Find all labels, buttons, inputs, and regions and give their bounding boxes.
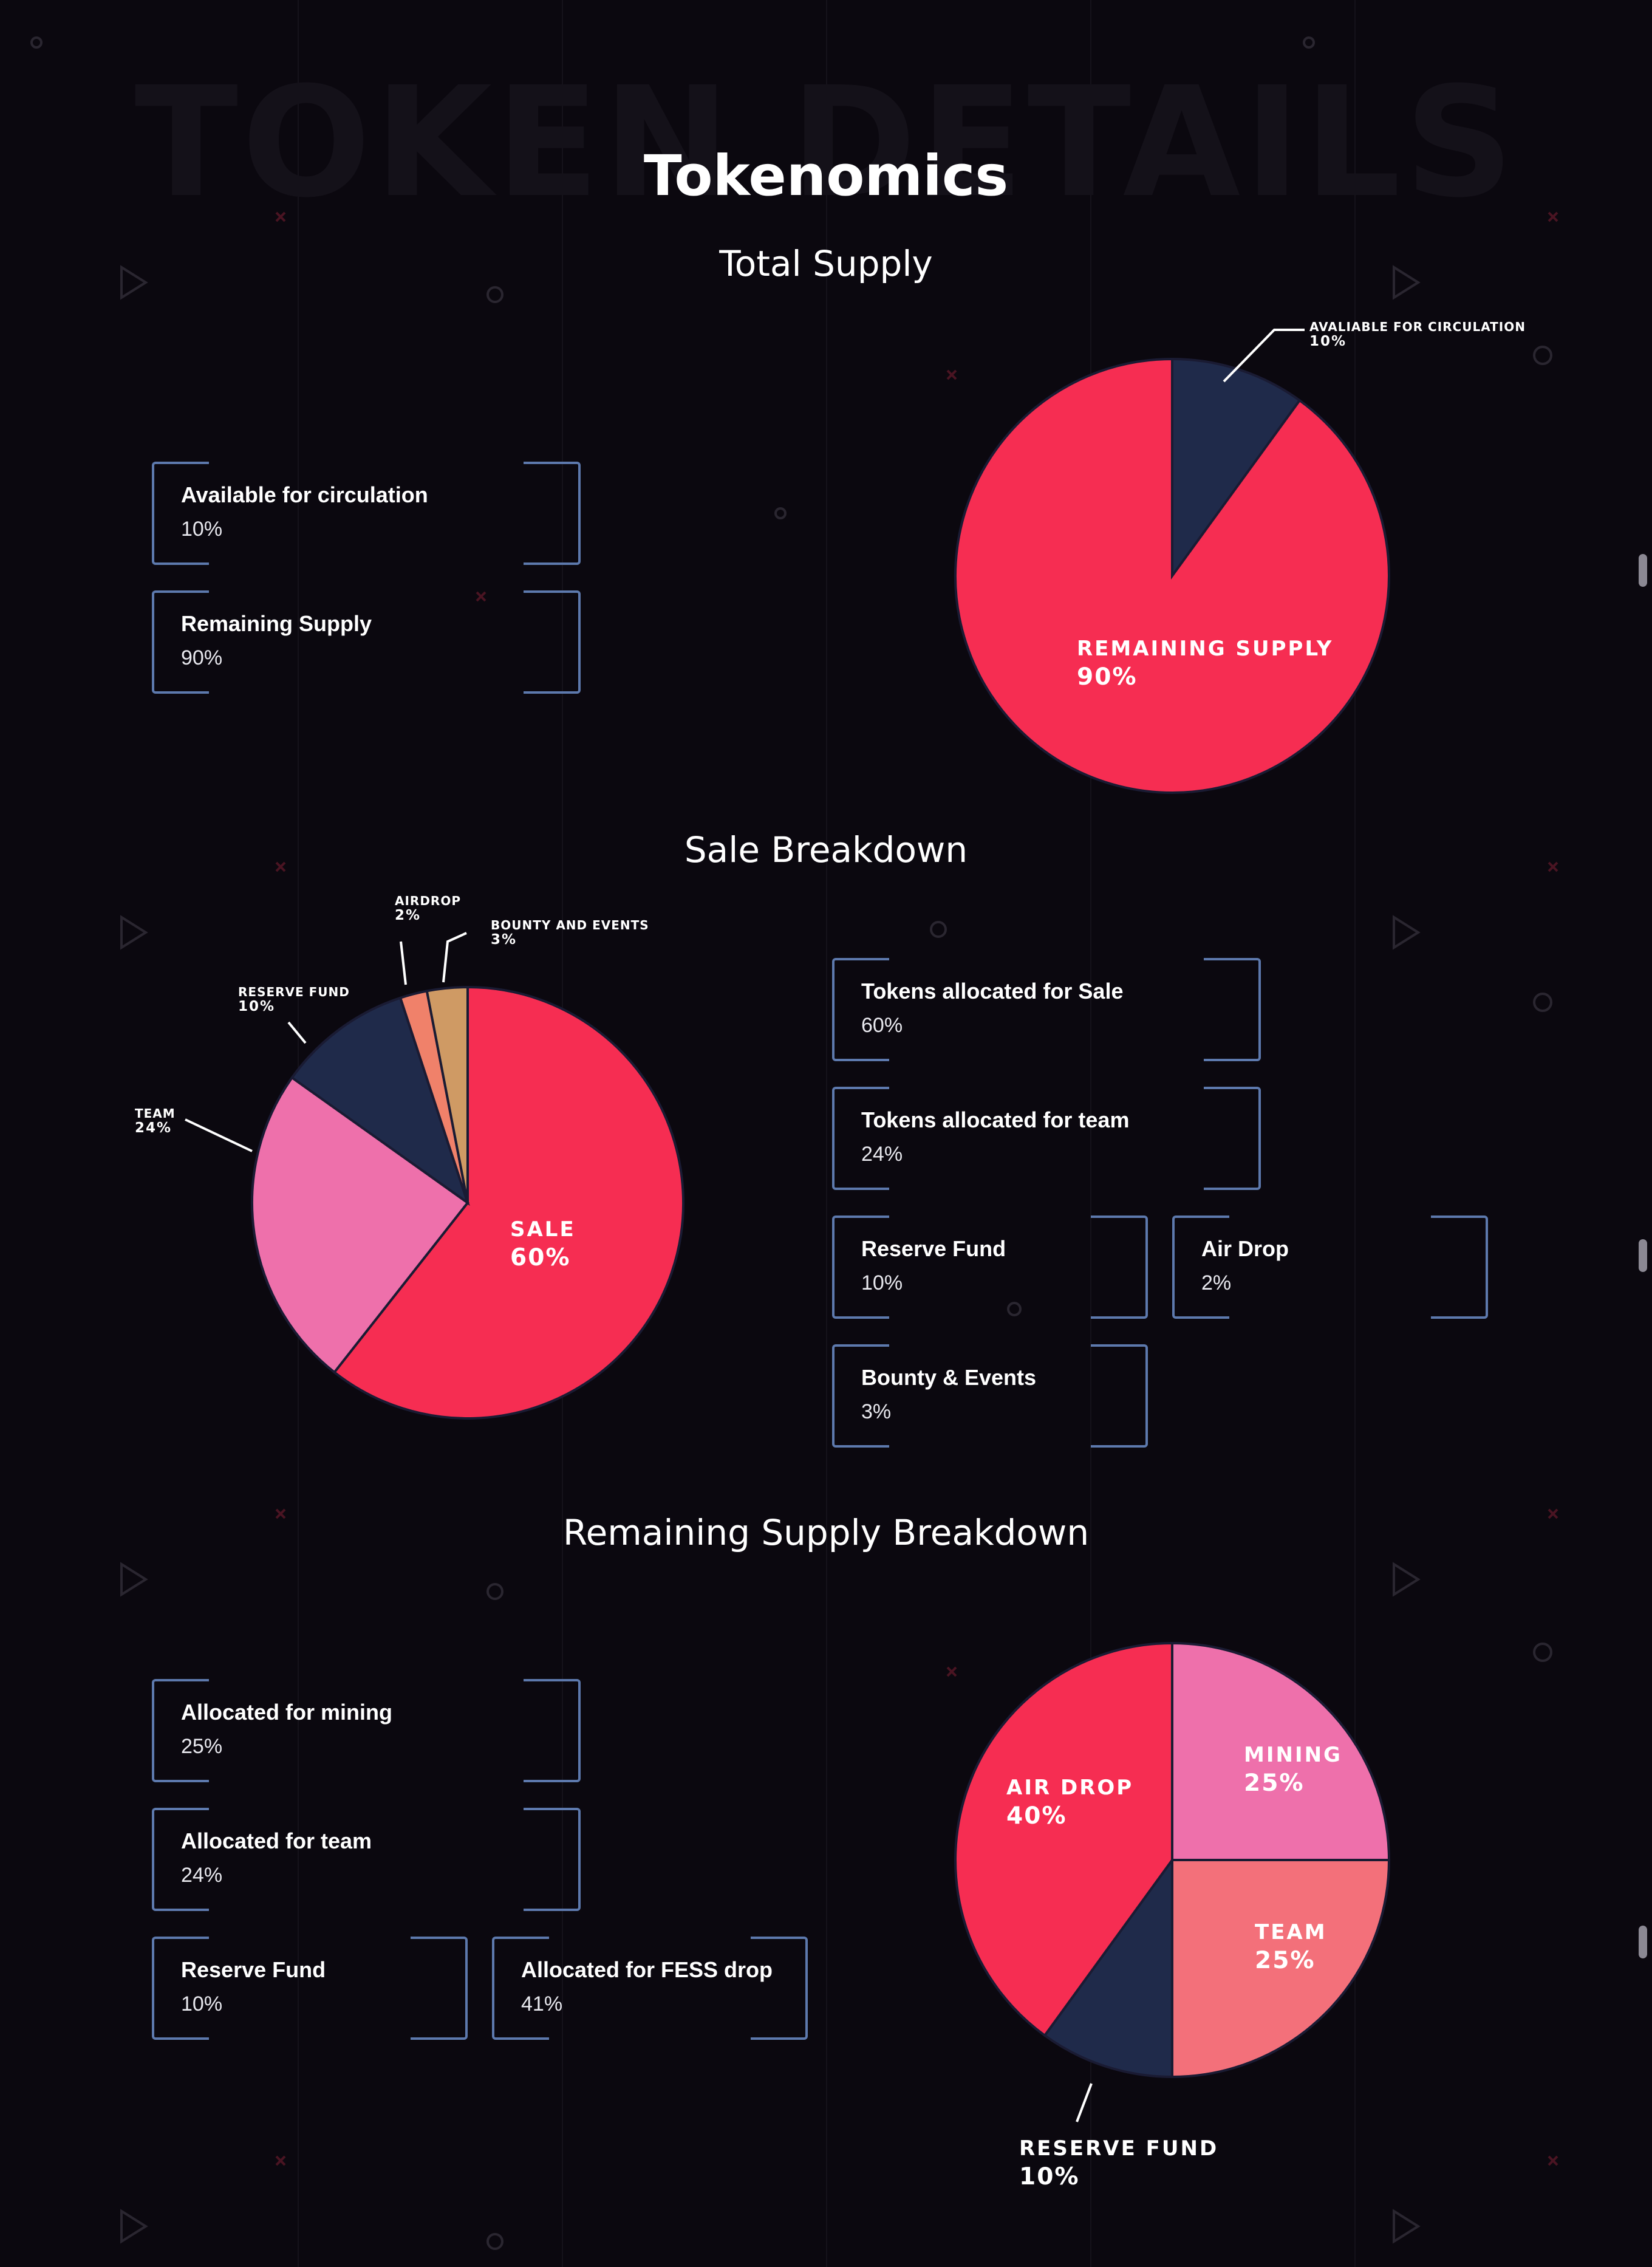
sale-breakdown-heading: Sale Breakdown bbox=[684, 829, 968, 870]
card-label: Allocated for mining bbox=[181, 1700, 393, 1725]
grid-line bbox=[1354, 0, 1356, 2267]
card-tokens-for-team: Tokens allocated for team 24% bbox=[832, 1087, 1261, 1190]
slice-value-airdrop: 2% bbox=[395, 908, 421, 923]
slice-label-remaining-supply: REMAINING SUPPLY bbox=[1077, 637, 1333, 661]
card-label: Reserve Fund bbox=[181, 1957, 326, 1982]
scrollbar-thumb[interactable] bbox=[1639, 1239, 1647, 1272]
slice-value-reserve-fund: 10% bbox=[238, 999, 275, 1014]
card-reserve-fund: Reserve Fund 10% bbox=[832, 1216, 1148, 1319]
page-title: Tokenomics bbox=[643, 143, 1009, 208]
card-value: 2% bbox=[1201, 1271, 1232, 1294]
card-label: Available for circulation bbox=[181, 482, 428, 507]
leader-line-airdrop bbox=[400, 941, 407, 985]
slice-value-team: 25% bbox=[1255, 1947, 1316, 1974]
leader-line-avaliable-for-circulation bbox=[1223, 329, 1305, 383]
card-value: 10% bbox=[181, 518, 223, 541]
slice-label-team: TEAM bbox=[1255, 1920, 1327, 1944]
slice-value-sale: 60% bbox=[510, 1244, 571, 1271]
card-value: 3% bbox=[861, 1400, 892, 1423]
pie-slice-team bbox=[251, 1076, 469, 1374]
card-value: 60% bbox=[861, 1014, 903, 1037]
card-tokens-for-sale: Tokens allocated for Sale 60% bbox=[832, 958, 1261, 1061]
pie-slice-team bbox=[1171, 1859, 1391, 2079]
slice-label-bounty-and-events: BOUNTY AND EVENTS bbox=[491, 918, 649, 932]
card-label: Tokens allocated for team bbox=[861, 1107, 1130, 1132]
pie-slice-bounty-and-events bbox=[425, 985, 469, 1203]
grid-line bbox=[826, 0, 827, 2267]
card-label: Remaining Supply bbox=[181, 611, 372, 636]
background-heading: TOKEN DETAILS bbox=[134, 54, 1518, 231]
card-label: Tokens allocated for Sale bbox=[861, 979, 1124, 1004]
slice-label-sale: SALE bbox=[510, 1217, 576, 1242]
pie-slice-reserve-fund bbox=[290, 996, 470, 1206]
card-label: Air Drop bbox=[1201, 1236, 1289, 1261]
card-air-drop: Air Drop 2% bbox=[1172, 1216, 1488, 1319]
card-value: 10% bbox=[181, 1992, 223, 2016]
card-bounty-events: Bounty & Events 3% bbox=[832, 1344, 1148, 1448]
card-remaining-supply: Remaining Supply 90% bbox=[152, 590, 581, 694]
total-supply-heading: Total Supply bbox=[719, 243, 933, 284]
card-allocated-mining: Allocated for mining 25% bbox=[152, 1679, 581, 1782]
slice-label-avaliable-for-circulation: AVALIABLE FOR CIRCULATION bbox=[1309, 320, 1526, 334]
slice-label-air-drop: AIR DROP bbox=[1006, 1776, 1133, 1800]
slice-label-reserve-fund: RESERVE FUND bbox=[238, 985, 350, 999]
slice-label-airdrop: AIRDROP bbox=[395, 894, 461, 908]
pie-slice-avaliable-for-circulation bbox=[1171, 357, 1302, 580]
pie-slice-mining bbox=[1171, 1641, 1391, 1861]
card-allocated-fess-drop: Allocated for FESS drop 41% bbox=[492, 1937, 808, 2040]
slice-value-avaliable-for-circulation: 10% bbox=[1309, 333, 1347, 349]
pie-slice-reserve-fund bbox=[1043, 1856, 1173, 2079]
leader-line-team bbox=[185, 1118, 253, 1152]
card-value: 90% bbox=[181, 646, 223, 669]
slice-label-team: TEAM bbox=[135, 1106, 176, 1121]
slice-label-mining: MINING bbox=[1244, 1743, 1342, 1767]
pie-slice-remaining-supply bbox=[954, 357, 1390, 794]
slice-value-reserve-fund: 10% bbox=[1019, 2163, 1080, 2190]
pie-slice-air-drop bbox=[954, 1641, 1173, 2037]
leader-line-reserve-fund bbox=[1076, 2083, 1093, 2122]
slice-value-mining: 25% bbox=[1244, 1769, 1305, 1797]
pie-slice-sale bbox=[332, 985, 684, 1420]
slice-value-bounty-and-events: 3% bbox=[491, 932, 517, 948]
slice-value-air-drop: 40% bbox=[1006, 1802, 1067, 1830]
leader-line-reserve-fund bbox=[287, 1021, 307, 1044]
card-value: 24% bbox=[861, 1143, 903, 1166]
card-value: 10% bbox=[861, 1271, 903, 1294]
scrollbar-thumb[interactable] bbox=[1639, 554, 1647, 587]
card-label: Reserve Fund bbox=[861, 1236, 1006, 1261]
card-allocated-team: Allocated for team 24% bbox=[152, 1808, 581, 1911]
slice-label-reserve-fund: RESERVE FUND bbox=[1019, 2136, 1218, 2161]
slice-value-remaining-supply: 90% bbox=[1077, 663, 1138, 691]
card-value: 25% bbox=[181, 1735, 223, 1758]
card-value: 41% bbox=[521, 1992, 563, 2016]
scrollbar-thumb[interactable] bbox=[1639, 1926, 1647, 1958]
card-reserve-fund-remaining: Reserve Fund 10% bbox=[152, 1937, 468, 2040]
remaining-breakdown-heading: Remaining Supply Breakdown bbox=[562, 1512, 1090, 1553]
slice-value-team: 24% bbox=[135, 1120, 172, 1136]
card-label: Allocated for FESS drop bbox=[521, 1957, 773, 1982]
card-value: 24% bbox=[181, 1864, 223, 1887]
card-label: Allocated for team bbox=[181, 1828, 372, 1853]
card-label: Bounty & Events bbox=[861, 1365, 1037, 1390]
leader-line-bounty-and-events bbox=[442, 932, 467, 983]
card-available-for-circulation: Available for circulation 10% bbox=[152, 462, 581, 565]
grid-line bbox=[1090, 0, 1091, 2267]
